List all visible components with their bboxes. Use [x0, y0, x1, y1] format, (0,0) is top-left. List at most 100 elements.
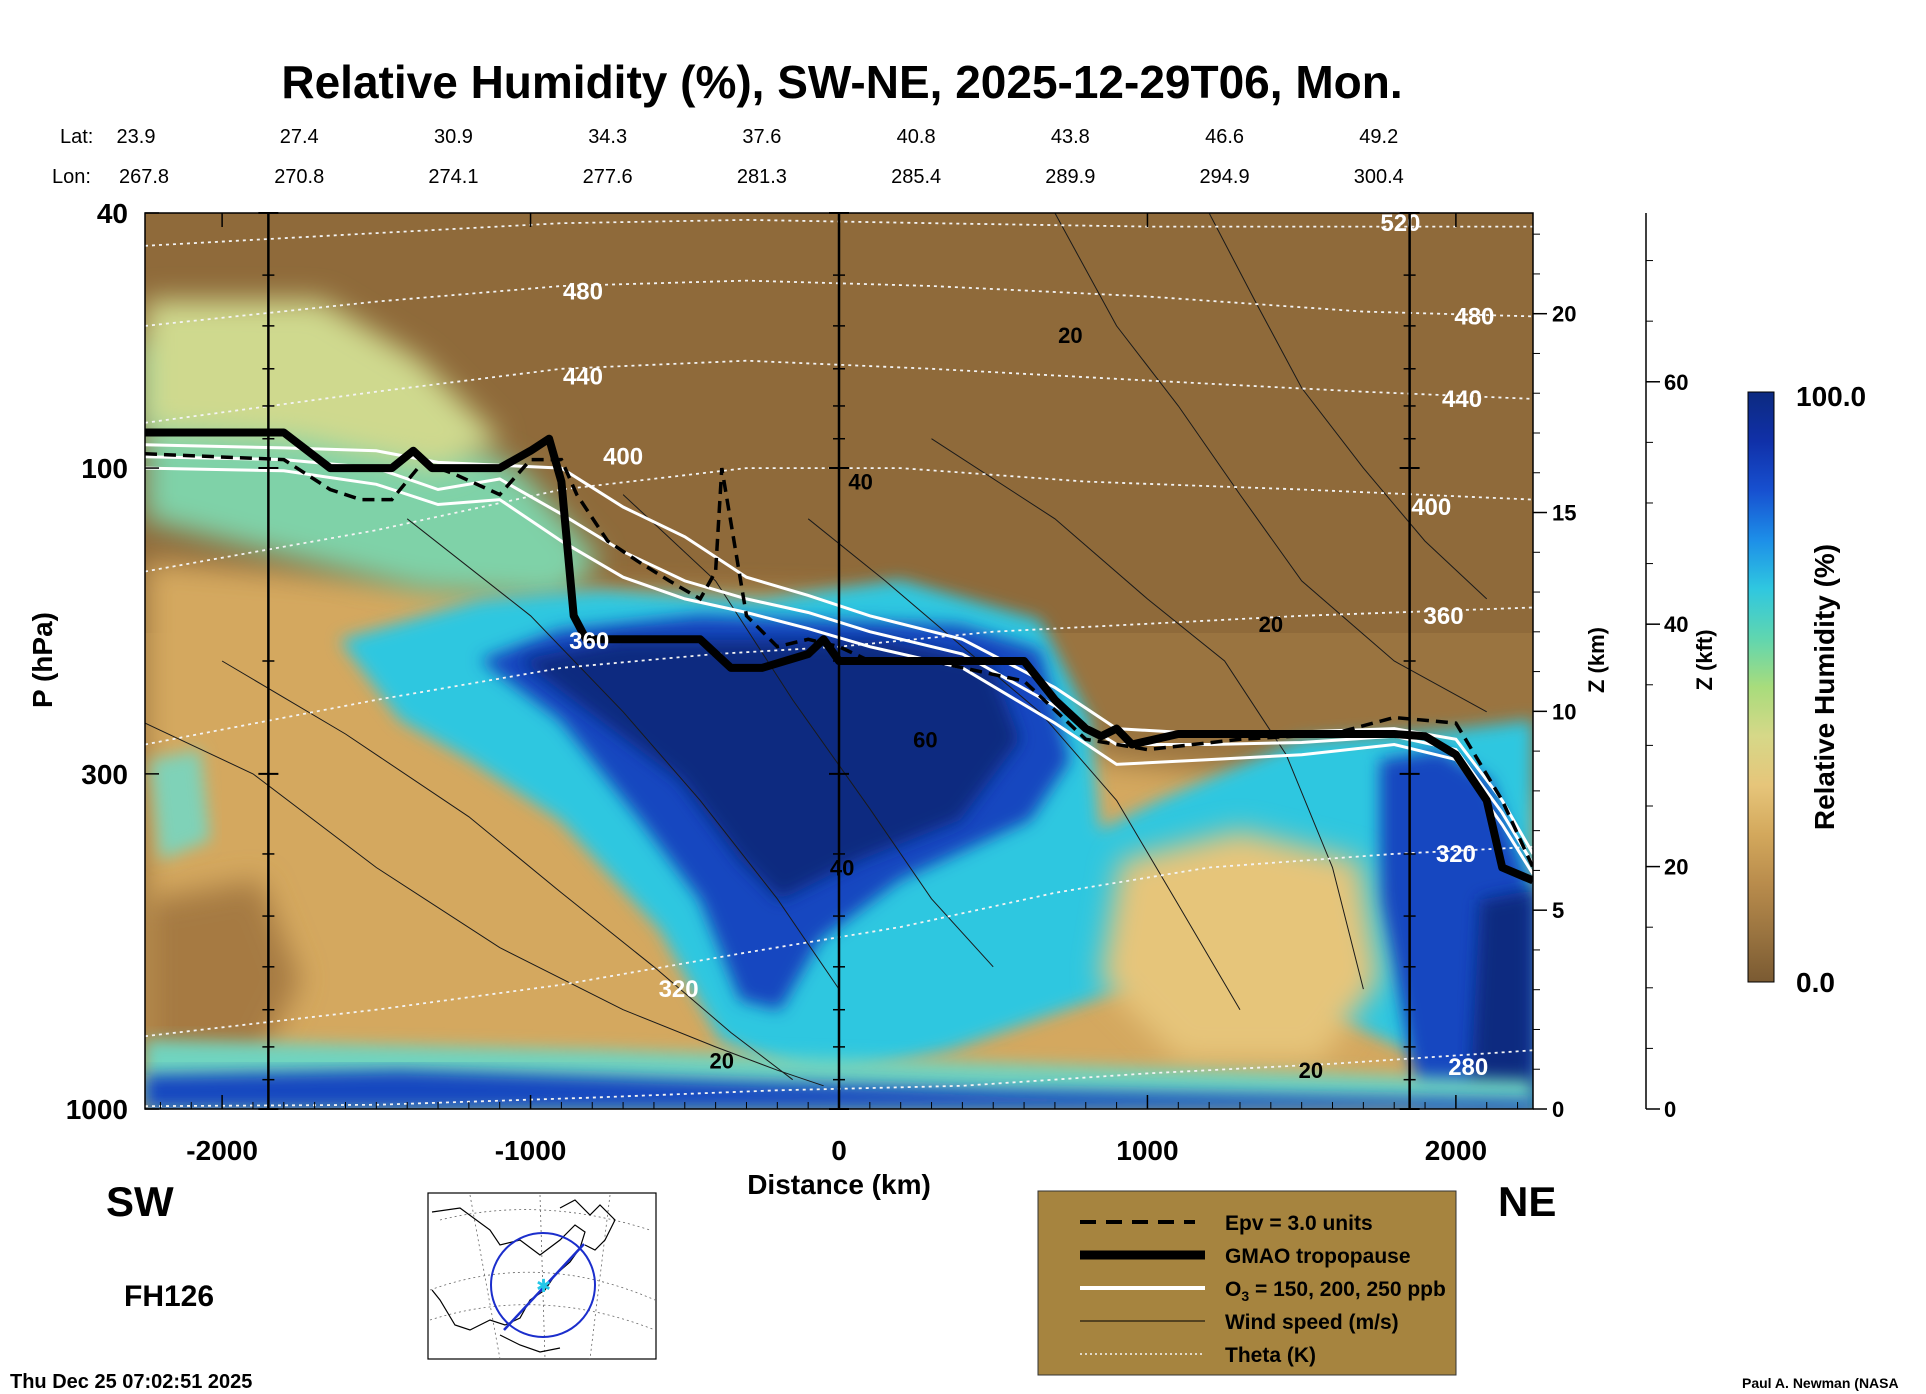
theta-contour-label: 480 [563, 278, 603, 305]
inset-center-star-icon: ✱ [536, 1276, 551, 1297]
lon-row-label: Lon: [52, 166, 91, 188]
x-tick-label: 1000 [1116, 1135, 1178, 1166]
field-upper-moist-left-light [145, 300, 500, 470]
colorbar-title: Relative Humidity (%) [1809, 544, 1840, 830]
x-tick-label: 0 [831, 1135, 847, 1166]
theta-contour-line [145, 1049, 1533, 1108]
legend-label-wind: Wind speed (m/s) [1225, 1311, 1399, 1334]
z-km-axis: 0 5 10 15 20 [1533, 233, 1576, 1122]
theta-contour-label: 400 [603, 444, 643, 471]
theta-contour-label: 360 [569, 628, 609, 655]
wind-contour-line [1208, 213, 1488, 600]
theta-contour-label: 400 [1411, 494, 1451, 521]
z-km-tick-label: 0 [1552, 1097, 1564, 1122]
wind-contour-labels: 20 40 20 60 40 20 20 [710, 323, 1324, 1083]
colorbar-bar [1747, 391, 1775, 983]
z-kft-tick-label: 60 [1664, 370, 1688, 395]
lat-row-label: Lat: [60, 126, 93, 148]
inset-range-circle [490, 1232, 596, 1338]
theta-contour-label: 320 [659, 976, 699, 1003]
colorbar: 100.0 0.0 Relative Humidity (%) [1747, 381, 1866, 998]
y-tick-label: 1000 [66, 1094, 128, 1125]
z-km-axis-label: Z (km) [1584, 627, 1609, 693]
theta-contour-line [145, 846, 1533, 1038]
field-plume-core [520, 640, 1020, 900]
inset-graticule [429, 1194, 656, 1360]
wind-contour-label: 20 [1259, 612, 1283, 637]
timestamp: Thu Dec 25 07:02:51 2025 [10, 1371, 252, 1393]
tropopause-line [145, 428, 1533, 885]
theta-contour-line [145, 279, 1533, 327]
wind-contour-line [622, 494, 994, 968]
x-axis-label: Distance (km) [747, 1169, 931, 1200]
theta-contour-label: 280 [1448, 1054, 1488, 1081]
lon-value: 281.3 [737, 166, 787, 188]
lon-value: 277.6 [583, 166, 633, 188]
lat-value: 30.9 [434, 126, 473, 148]
lat-value: 34.3 [588, 126, 627, 148]
theta-contour-label: 360 [1424, 603, 1464, 630]
lon-value: 294.9 [1200, 166, 1250, 188]
z-kft-axis: 0 20 40 60 [1645, 213, 1688, 1122]
z-kft-tick-label: 0 [1664, 1097, 1676, 1122]
legend-label-epv: Epv = 3.0 units [1225, 1212, 1373, 1235]
legend-ozone-main: O [1225, 1278, 1241, 1301]
legend-label-ozone: O3 = 150, 200, 250 ppb [1225, 1278, 1446, 1304]
lon-value: 289.9 [1045, 166, 1095, 188]
x-axis: -2000 -1000 0 1000 2000 [159, 213, 1519, 1166]
forecast-hour: FH126 [124, 1280, 214, 1313]
wind-contour-line [406, 518, 840, 990]
direction-sw: SW [106, 1178, 174, 1225]
legend-label-tropopause: GMAO tropopause [1225, 1245, 1411, 1268]
wind-contour-line [807, 518, 1241, 1010]
theta-contour-label: 440 [563, 364, 603, 391]
theta-contour-label: 480 [1454, 303, 1494, 330]
gmao-tropopause [145, 428, 1533, 885]
lat-value: 27.4 [280, 126, 319, 148]
lat-value: 46.6 [1205, 126, 1244, 148]
field-right-yellow [1100, 830, 1380, 1060]
field-left-streak [150, 750, 210, 860]
lon-value: 267.8 [119, 166, 169, 188]
theta-contour-labels: 480 440 400 360 320 280 520 480 440 400 360 320 [563, 213, 1494, 1081]
z-km-tick-label: 15 [1552, 501, 1576, 526]
lon-value: 274.1 [428, 166, 478, 188]
field-dry-patch-left [145, 880, 300, 1060]
y-tick-label: 40 [97, 198, 128, 229]
x-tick-label: -1000 [495, 1135, 567, 1166]
lon-value: 300.4 [1354, 166, 1404, 188]
z-km-tick-label: 20 [1552, 302, 1576, 327]
legend-ozone-sub: 3 [1241, 1288, 1249, 1304]
theta-contour-label: 440 [1442, 386, 1482, 413]
lat-value: 43.8 [1051, 126, 1090, 148]
z-km-tick-label: 10 [1552, 699, 1576, 724]
y-tick-label: 300 [81, 759, 128, 790]
credit: Paul A. Newman (NASA [1742, 1375, 1899, 1391]
wind-contour-label: 20 [1299, 1058, 1323, 1083]
inset-section-line [503, 1243, 585, 1331]
wind-contour-label: 60 [913, 727, 937, 752]
colorbar-max-label: 100.0 [1796, 381, 1866, 412]
y-tick-label: 100 [81, 453, 128, 484]
x-tick-label: -2000 [186, 1135, 258, 1166]
legend-ozone-rest: = 150, 200, 250 ppb [1249, 1278, 1446, 1301]
colorbar-min-label: 0.0 [1796, 967, 1835, 998]
lon-value: 285.4 [891, 166, 941, 188]
direction-ne: NE [1498, 1178, 1556, 1225]
y-axis-label: P (hPa) [27, 612, 58, 708]
wind-contour-line [931, 438, 1364, 990]
legend: Epv = 3.0 units GMAO tropopause O3 = 150… [1037, 1190, 1457, 1376]
chart-title: Relative Humidity (%), SW-NE, 2025-12-29… [281, 56, 1402, 108]
wind-contour-label: 40 [830, 856, 854, 881]
inset-map: ✱ [427, 1192, 657, 1360]
x-tick-label: 2000 [1425, 1135, 1487, 1166]
location-rows: Lat: Lon: 23.9 267.8 27.4 270.8 30.9 274.1 34.… [52, 126, 1404, 188]
wind-contour-label: 40 [848, 470, 872, 495]
z-kft-axis-label: Z (kft) [1692, 629, 1717, 690]
wind-speed-contours [145, 213, 1488, 1087]
lat-value: 40.8 [897, 126, 936, 148]
z-kft-tick-label: 20 [1664, 855, 1688, 880]
wind-contour-line [1054, 213, 1487, 713]
